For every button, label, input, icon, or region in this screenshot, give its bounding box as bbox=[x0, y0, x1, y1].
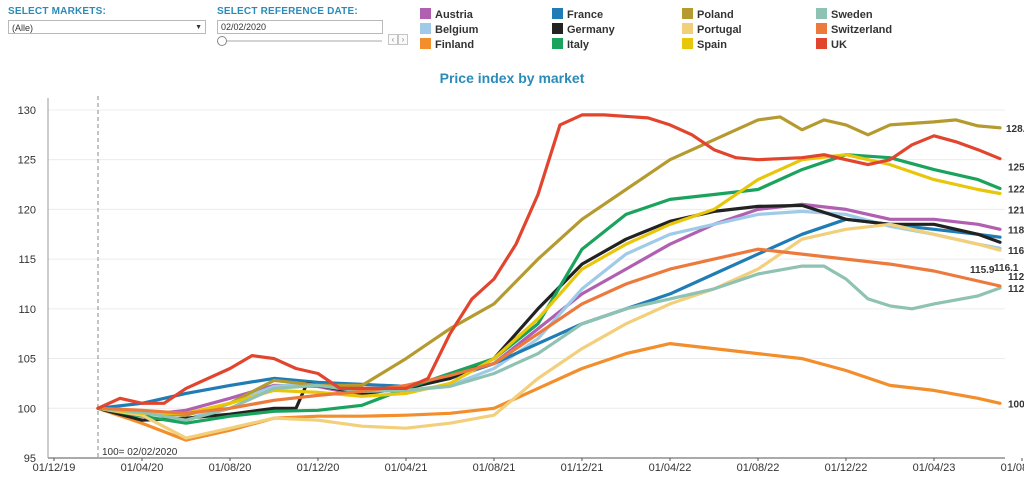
legend-label: UK bbox=[831, 39, 847, 51]
x-tick-label: 01/04/22 bbox=[649, 462, 692, 474]
legend-label: Switzerland bbox=[831, 24, 893, 36]
series-line-italy bbox=[96, 153, 1002, 425]
legend-swatch bbox=[552, 38, 563, 49]
legend-item-austria[interactable]: Austria bbox=[420, 8, 473, 22]
legend-item-france[interactable]: France bbox=[552, 8, 603, 22]
end-label-portugal: 115.9 bbox=[970, 265, 995, 276]
chevron-left-icon: ‹ bbox=[391, 35, 395, 44]
legend-item-switzerland[interactable]: Switzerland bbox=[816, 23, 892, 37]
legend-swatch bbox=[552, 8, 563, 19]
y-tick-label: 125 bbox=[18, 155, 36, 167]
legend-swatch bbox=[682, 8, 693, 19]
x-tick-label: 01/04/23 bbox=[913, 462, 956, 474]
legend-item-italy[interactable]: Italy bbox=[552, 38, 589, 52]
series-line-uk bbox=[96, 113, 1002, 410]
legend-swatch bbox=[552, 23, 563, 34]
reference-date-label: SELECT REFERENCE DATE: bbox=[217, 6, 358, 17]
legend-swatch bbox=[682, 23, 693, 34]
series-line-poland bbox=[96, 115, 1002, 417]
step-forward-button[interactable]: › bbox=[398, 34, 408, 45]
legend-label: Germany bbox=[567, 24, 615, 36]
chevron-down-icon: ▼ bbox=[195, 24, 202, 31]
chevron-right-icon: › bbox=[401, 35, 405, 44]
end-label-belgium: 116.1 bbox=[994, 263, 1019, 274]
end-label-italy: 122.1 bbox=[1008, 185, 1024, 196]
end-label-spain: 121.6 bbox=[1008, 205, 1024, 216]
reference-date-value: 02/02/2020 bbox=[221, 22, 267, 32]
x-tick-label: 01/12/22 bbox=[825, 462, 868, 474]
legend-swatch bbox=[816, 38, 827, 49]
legend-item-portugal[interactable]: Portugal bbox=[682, 23, 742, 37]
x-tick-label: 01/12/19 bbox=[33, 462, 76, 474]
legend-label: France bbox=[567, 9, 604, 21]
legend-item-finland[interactable]: Finland bbox=[420, 38, 474, 52]
x-tick-label: 01/12/21 bbox=[561, 462, 604, 474]
reference-date-slider-track[interactable] bbox=[222, 40, 382, 42]
legend-swatch bbox=[420, 38, 431, 49]
reference-date-slider-handle[interactable] bbox=[217, 36, 227, 46]
step-back-button[interactable]: ‹ bbox=[388, 34, 398, 45]
legend-item-poland[interactable]: Poland bbox=[682, 8, 734, 22]
end-label-switzerland: 112.3 bbox=[1008, 272, 1024, 283]
end-label-uk: 125.1 bbox=[1008, 163, 1024, 174]
y-tick-label: 115 bbox=[18, 254, 36, 266]
end-label-austria: 118.0 bbox=[1008, 225, 1024, 236]
series-line-sweden bbox=[96, 264, 1002, 422]
x-tick-label: 01/08/20 bbox=[209, 462, 252, 474]
legend-item-sweden[interactable]: Sweden bbox=[816, 8, 873, 22]
reference-date-input[interactable]: 02/02/2020 bbox=[217, 20, 383, 34]
x-tick-label: 01/04/21 bbox=[385, 462, 428, 474]
legend-label: Belgium bbox=[435, 24, 479, 36]
legend-item-germany[interactable]: Germany bbox=[552, 23, 615, 37]
legend-swatch bbox=[420, 8, 431, 19]
legend-swatch bbox=[816, 8, 827, 19]
legend-label: Poland bbox=[697, 9, 734, 21]
markets-value: (Alle) bbox=[12, 23, 34, 33]
y-tick-label: 120 bbox=[18, 204, 36, 216]
legend-item-spain[interactable]: Spain bbox=[682, 38, 727, 52]
y-tick-label: 110 bbox=[18, 304, 36, 316]
legend-label: Portugal bbox=[697, 24, 742, 36]
series-line-spain bbox=[96, 153, 1002, 415]
series-line-belgium bbox=[96, 209, 1002, 422]
chart-title: Price index by market bbox=[439, 70, 585, 86]
x-tick-label: 01/08/22 bbox=[737, 462, 780, 474]
series-line-portugal bbox=[96, 222, 1002, 440]
legend-swatch bbox=[816, 23, 827, 34]
legend-item-belgium[interactable]: Belgium bbox=[420, 23, 478, 37]
x-tick-label: 01/08/21 bbox=[473, 462, 516, 474]
series-line-germany bbox=[96, 203, 1002, 422]
y-tick-label: 95 bbox=[24, 453, 36, 465]
end-label-poland: 128.2 bbox=[1006, 124, 1024, 135]
legend-item-uk[interactable]: UK bbox=[816, 38, 847, 52]
x-tick-label: 01/08/23 bbox=[1001, 462, 1024, 474]
legend-label: Finland bbox=[435, 39, 475, 51]
legend-label: Sweden bbox=[831, 9, 873, 21]
y-tick-label: 130 bbox=[18, 105, 36, 117]
legend-label: Spain bbox=[697, 39, 727, 51]
end-label-finland: 100.5 bbox=[1008, 399, 1024, 410]
y-tick-label: 100 bbox=[18, 403, 36, 415]
markets-dropdown[interactable]: (Alle) ▼ bbox=[8, 20, 206, 34]
legend-label: Italy bbox=[567, 39, 590, 51]
x-tick-label: 01/04/20 bbox=[121, 462, 164, 474]
end-label-sweden: 112.1 bbox=[1008, 284, 1024, 295]
end-label-germany: 116.7 bbox=[1008, 246, 1024, 257]
markets-label: SELECT MARKETS: bbox=[8, 6, 106, 17]
x-tick-label: 01/12/20 bbox=[297, 462, 340, 474]
legend-label: Austria bbox=[435, 9, 473, 21]
y-tick-label: 105 bbox=[18, 354, 36, 366]
reference-line-label: 100= 02/02/2020 bbox=[102, 447, 178, 458]
legend-swatch bbox=[682, 38, 693, 49]
legend-swatch bbox=[420, 23, 431, 34]
series-line-switzerland bbox=[96, 247, 1002, 415]
